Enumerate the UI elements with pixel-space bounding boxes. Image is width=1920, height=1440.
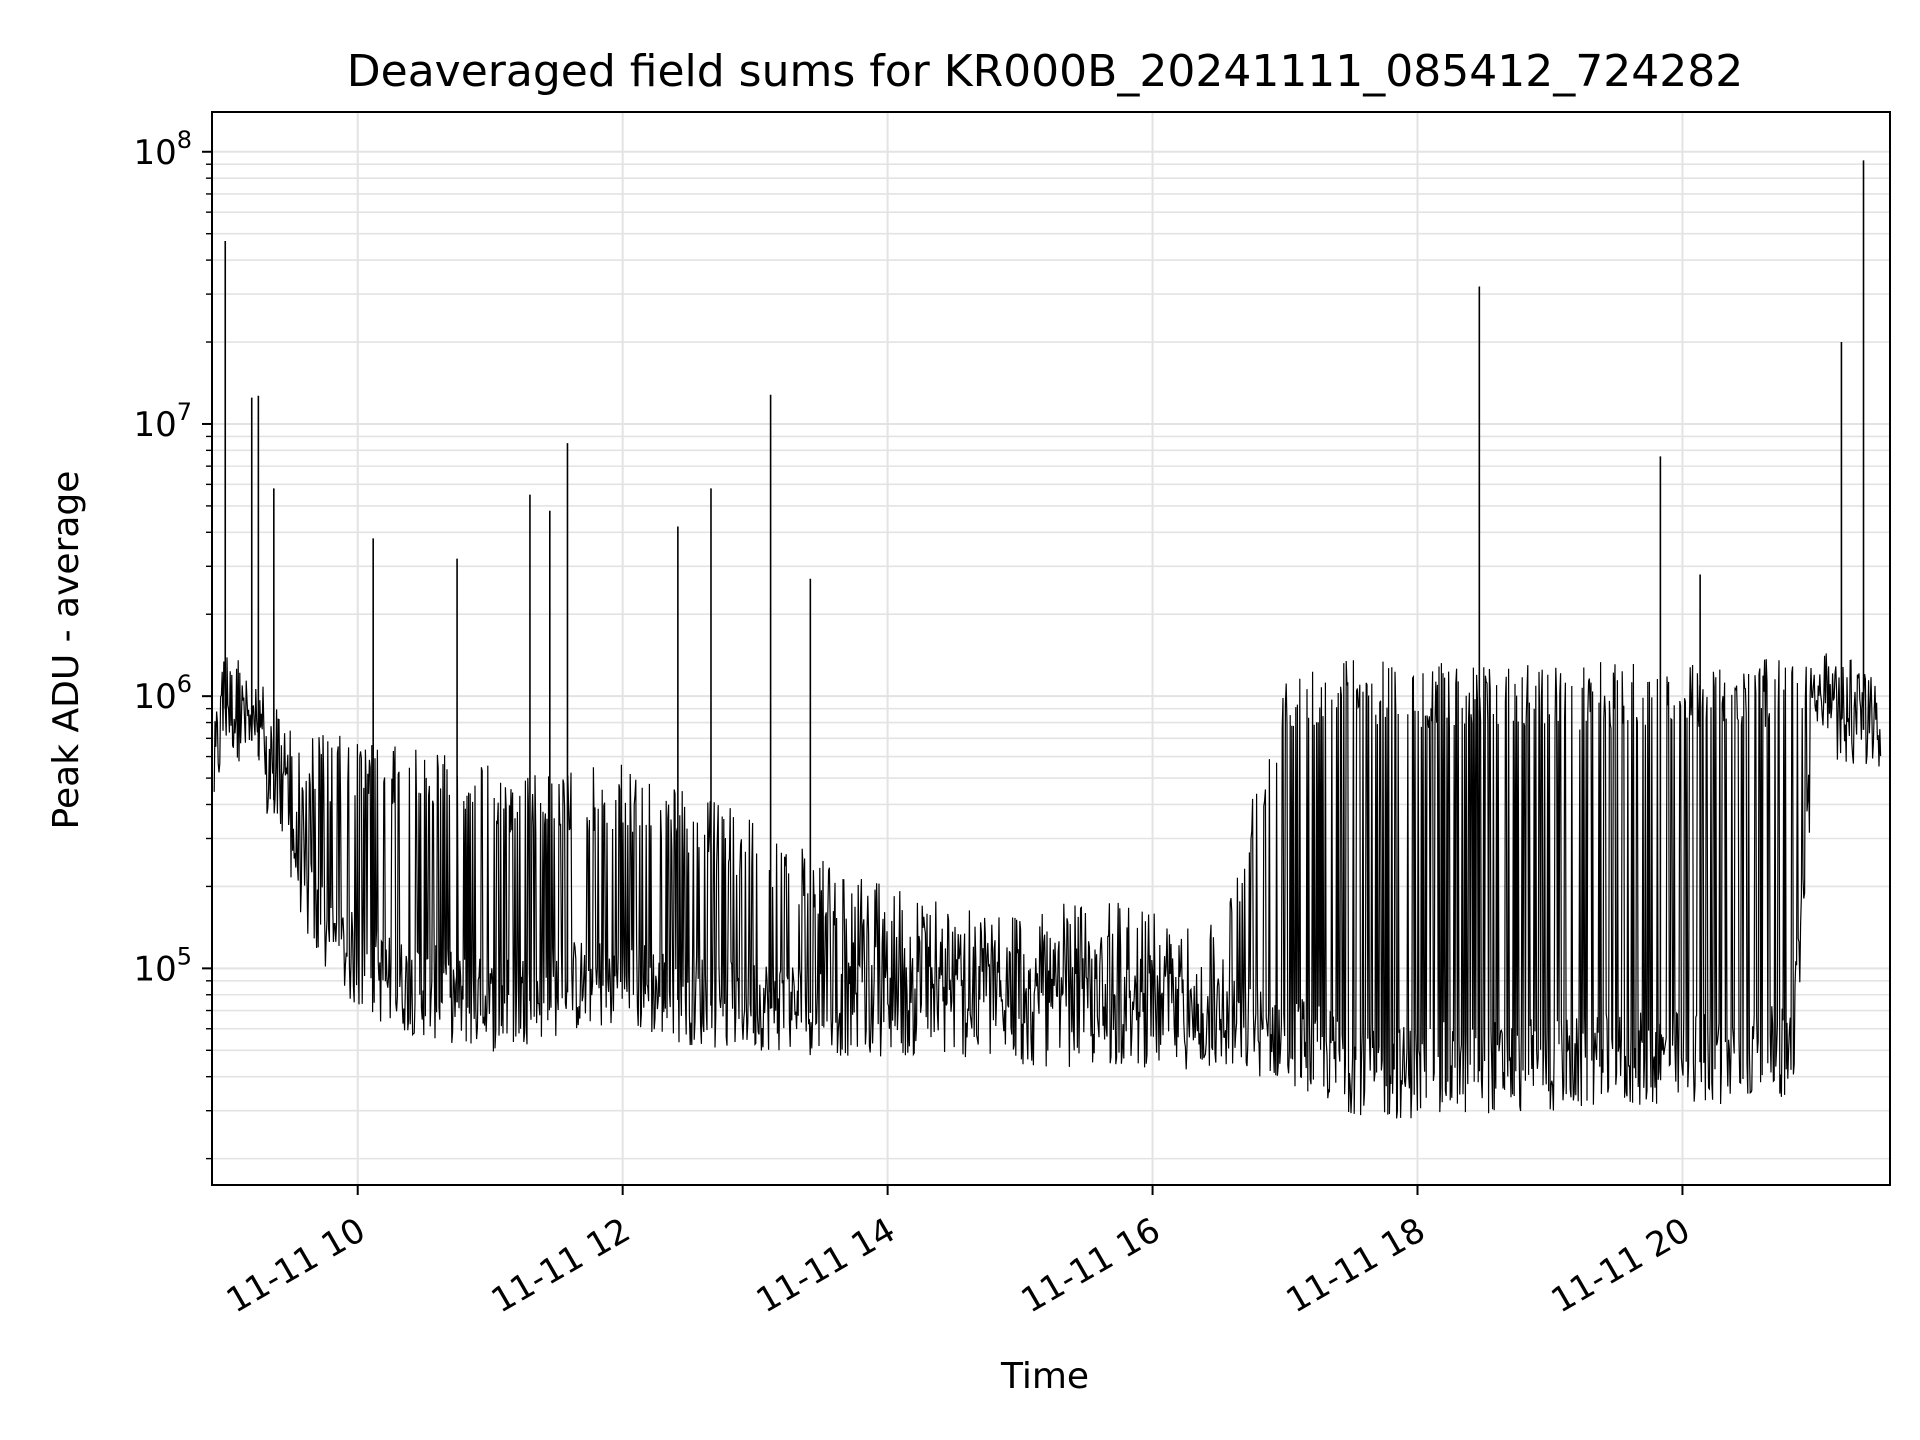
chart-title: Deaveraged field sums for KR000B_2024111… xyxy=(347,46,1743,97)
y-tick-exponent: 6 xyxy=(177,670,192,698)
series-line xyxy=(213,653,1882,1119)
y-tick-exponent: 5 xyxy=(177,942,192,970)
y-tick-label: 105 xyxy=(133,942,192,989)
y-tick-base: 10 xyxy=(133,677,176,717)
y-tick-label: 107 xyxy=(133,398,192,445)
y-tick-exponent: 7 xyxy=(177,398,192,426)
y-tick-exponent: 8 xyxy=(177,126,192,154)
y-tick-base: 10 xyxy=(133,405,176,445)
x-axis-label: Time xyxy=(1000,1356,1089,1397)
y-axis-label: Peak ADU - average xyxy=(46,471,87,830)
plot-frame xyxy=(211,111,1891,1186)
plot-area xyxy=(213,160,1882,1119)
y-tick-base: 10 xyxy=(133,949,176,989)
y-tick-label: 108 xyxy=(133,126,192,173)
y-tick-label: 106 xyxy=(133,670,192,717)
y-tick-base: 10 xyxy=(133,133,176,173)
